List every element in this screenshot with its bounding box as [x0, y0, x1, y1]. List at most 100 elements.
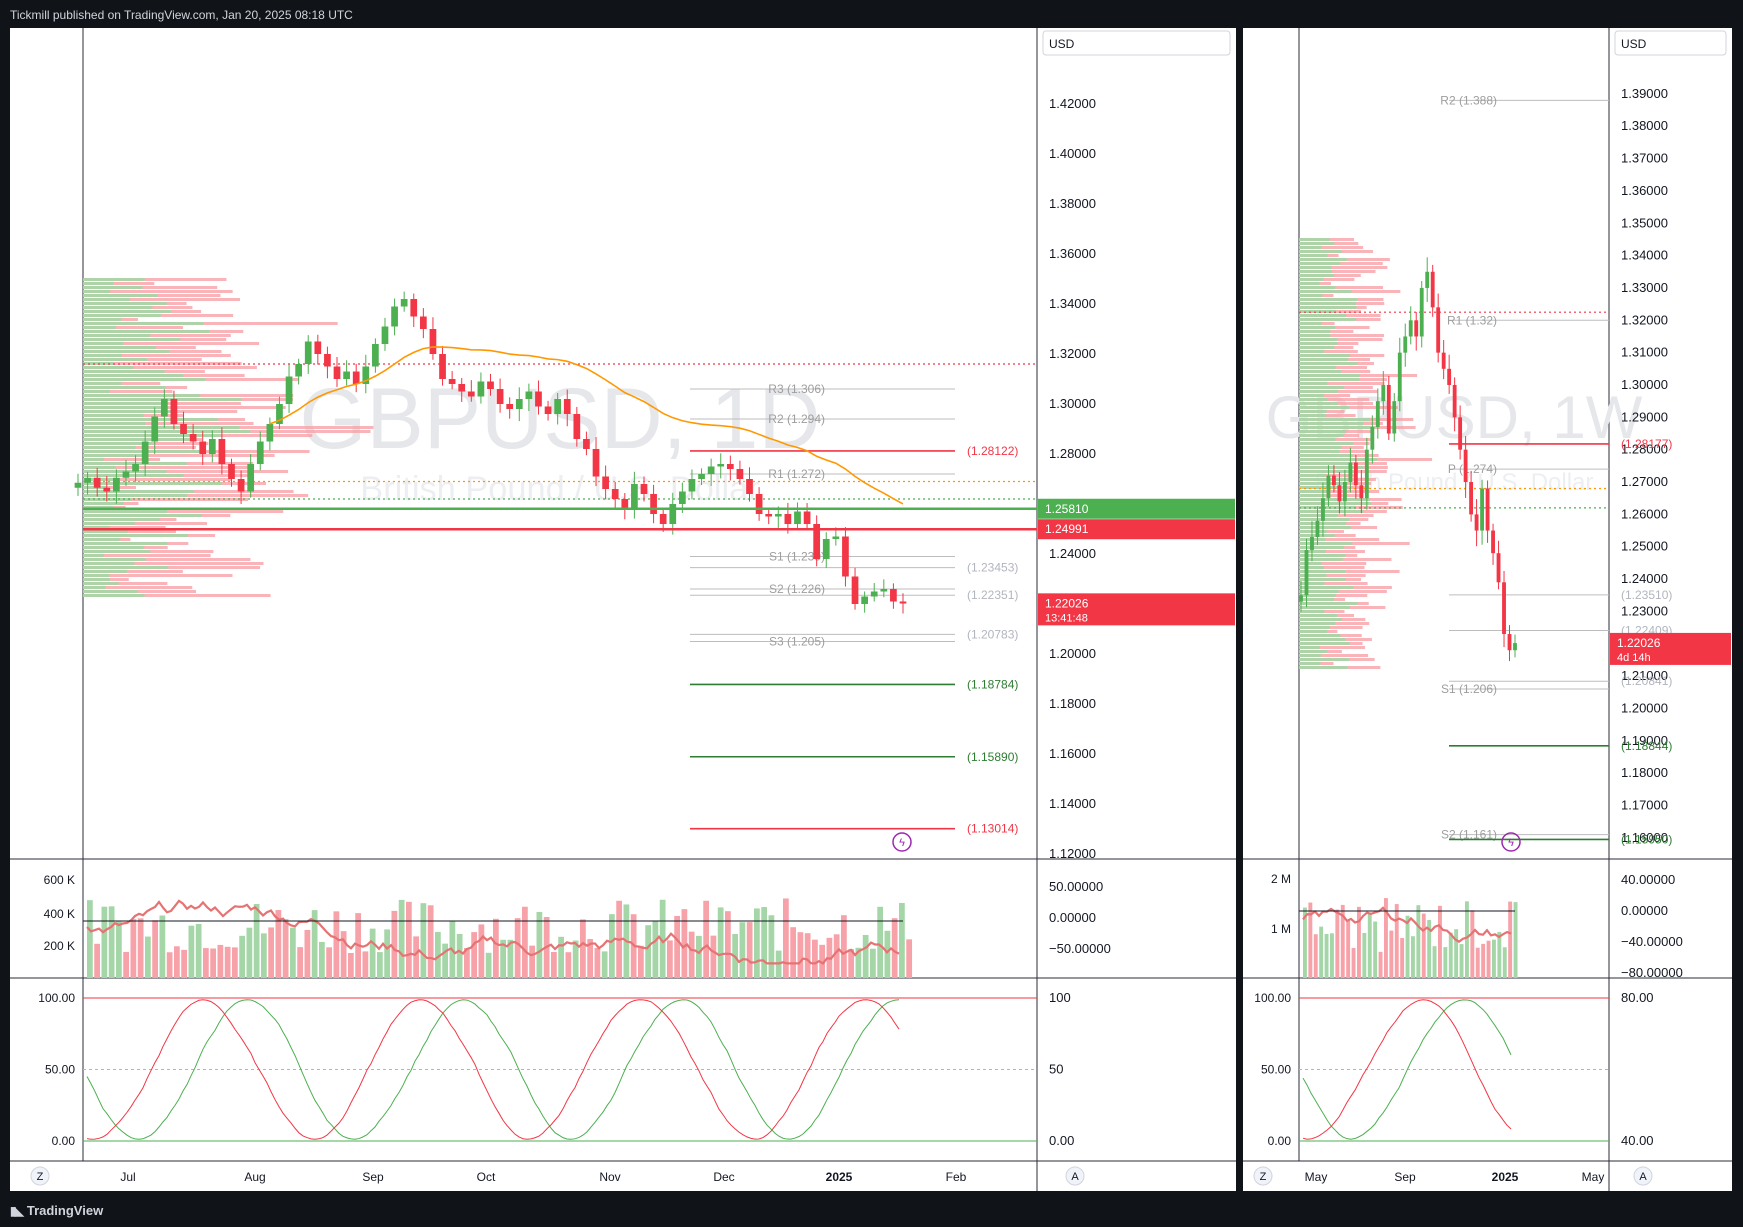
auto-scale-button[interactable]: A	[1633, 1166, 1653, 1186]
volume-profile-bar	[83, 306, 153, 309]
volume-profile-bar	[83, 358, 147, 361]
volume-bar	[1502, 947, 1507, 978]
candle-body	[429, 329, 437, 354]
candle	[765, 508, 773, 525]
candle-body	[199, 441, 207, 454]
oscillator-axis-label: 40.00000	[1621, 872, 1675, 887]
currency-label: USD	[1614, 30, 1727, 56]
volume-bar	[696, 935, 702, 978]
auto-scale-button[interactable]: A	[1065, 1166, 1085, 1186]
price-axis-label: 1.21000	[1621, 668, 1668, 683]
volume-bar	[87, 900, 93, 978]
volume-profile-bar	[1299, 334, 1384, 337]
volume-profile-bar	[83, 326, 117, 329]
volume-profile-bar	[1299, 238, 1330, 241]
volume-profile-bar	[83, 454, 143, 457]
candle-body	[1419, 287, 1424, 337]
volume-bar	[304, 929, 311, 978]
level-R11272: R1 (1.272)	[690, 467, 955, 481]
volume-profile-bar	[83, 466, 116, 469]
level-label: (1.15950)	[1621, 832, 1672, 846]
candle	[631, 471, 638, 519]
candle-body	[1414, 320, 1419, 337]
price-axis-label: 1.26000	[1621, 506, 1668, 521]
volume-profile-bar	[83, 582, 119, 585]
time-axis-label: Aug	[244, 1170, 265, 1184]
zoom-button[interactable]: Z	[1253, 1166, 1273, 1186]
volume-bar	[101, 906, 108, 978]
volume-profile-bar	[83, 586, 106, 589]
volume-profile-bar	[83, 454, 275, 457]
volume-bar	[507, 939, 514, 978]
volume-bar	[536, 911, 543, 978]
candle	[1458, 405, 1463, 460]
button-label: A	[1639, 1171, 1647, 1183]
volume-axis-label: 200 K	[44, 939, 75, 953]
candle	[525, 383, 533, 412]
candle	[1474, 499, 1479, 547]
level-118784: (1.18784)	[690, 677, 1018, 691]
daily-chart-panel[interactable]: GBPUSD, 1D British Pound / U.S. Dollar USD…	[10, 28, 1236, 1191]
volume-profile-bar	[83, 550, 151, 553]
level-113014: (1.13014)	[690, 822, 1018, 836]
candle-body	[314, 341, 322, 354]
volume-bar	[1416, 905, 1421, 978]
candle-body	[1397, 352, 1402, 402]
volume-bar	[137, 918, 144, 978]
candle	[890, 583, 897, 609]
candle-body	[1370, 427, 1375, 450]
volume-profile-bar	[1299, 662, 1321, 665]
volume-profile-bar	[1299, 586, 1354, 589]
candle-body	[506, 404, 514, 409]
volume-profile-bar	[83, 538, 121, 541]
tradingview-logo[interactable]: ▮◣ TradingView	[10, 1203, 103, 1218]
candle-body	[122, 471, 130, 478]
candle	[74, 473, 82, 496]
volume-bar	[855, 947, 862, 978]
price-tag-text: 1.24991	[1045, 522, 1089, 536]
volume-profile-bar	[1299, 598, 1335, 601]
weekly-chart-panel[interactable]: GBPUSD, 1W British Pound / U.S. Dollar USD…	[1243, 28, 1732, 1191]
volume-bar	[1330, 933, 1334, 978]
stoch-line	[1302, 999, 1512, 1140]
ema-line	[269, 346, 904, 505]
volume-bar	[725, 911, 731, 978]
oscillator-axis-label: 50.00000	[1049, 879, 1103, 894]
volume-profile-bar	[83, 594, 145, 597]
volume-profile-bar	[1299, 430, 1347, 433]
volume-bar	[261, 933, 267, 978]
volume-profile-bar	[83, 378, 206, 381]
candle-body	[487, 381, 494, 389]
candle	[439, 345, 446, 386]
price-axis-label: 1.24000	[1621, 571, 1668, 586]
volume-profile-bar	[1299, 622, 1336, 625]
volume-profile-bar	[1299, 626, 1363, 629]
volume-bar	[891, 918, 898, 978]
volume-profile-bar	[1299, 542, 1410, 545]
volume-bar	[1400, 938, 1405, 978]
candle-body	[304, 341, 312, 364]
volume-bar	[1459, 944, 1464, 978]
volume-profile-bar	[1299, 606, 1350, 609]
volume-bar	[587, 939, 594, 978]
volume-bar	[333, 911, 340, 978]
time-axis-label: Feb	[946, 1170, 967, 1184]
volume-profile-bar	[83, 334, 231, 337]
candle	[1370, 415, 1375, 464]
volume-profile-bar	[83, 286, 143, 289]
candle	[669, 492, 677, 535]
candle-body	[1452, 384, 1457, 418]
candle	[1315, 506, 1320, 546]
candle-body	[563, 399, 571, 414]
candle	[180, 411, 187, 444]
volume-bar	[239, 935, 246, 978]
candle-body	[1375, 401, 1380, 428]
volume-profile-bar	[1299, 646, 1365, 649]
price-axis-label: 1.30000	[1049, 396, 1096, 411]
volume-bar	[1319, 926, 1324, 978]
candle-body	[391, 306, 398, 327]
volume-profile-bar	[83, 354, 122, 357]
zoom-button[interactable]: Z	[30, 1166, 50, 1186]
